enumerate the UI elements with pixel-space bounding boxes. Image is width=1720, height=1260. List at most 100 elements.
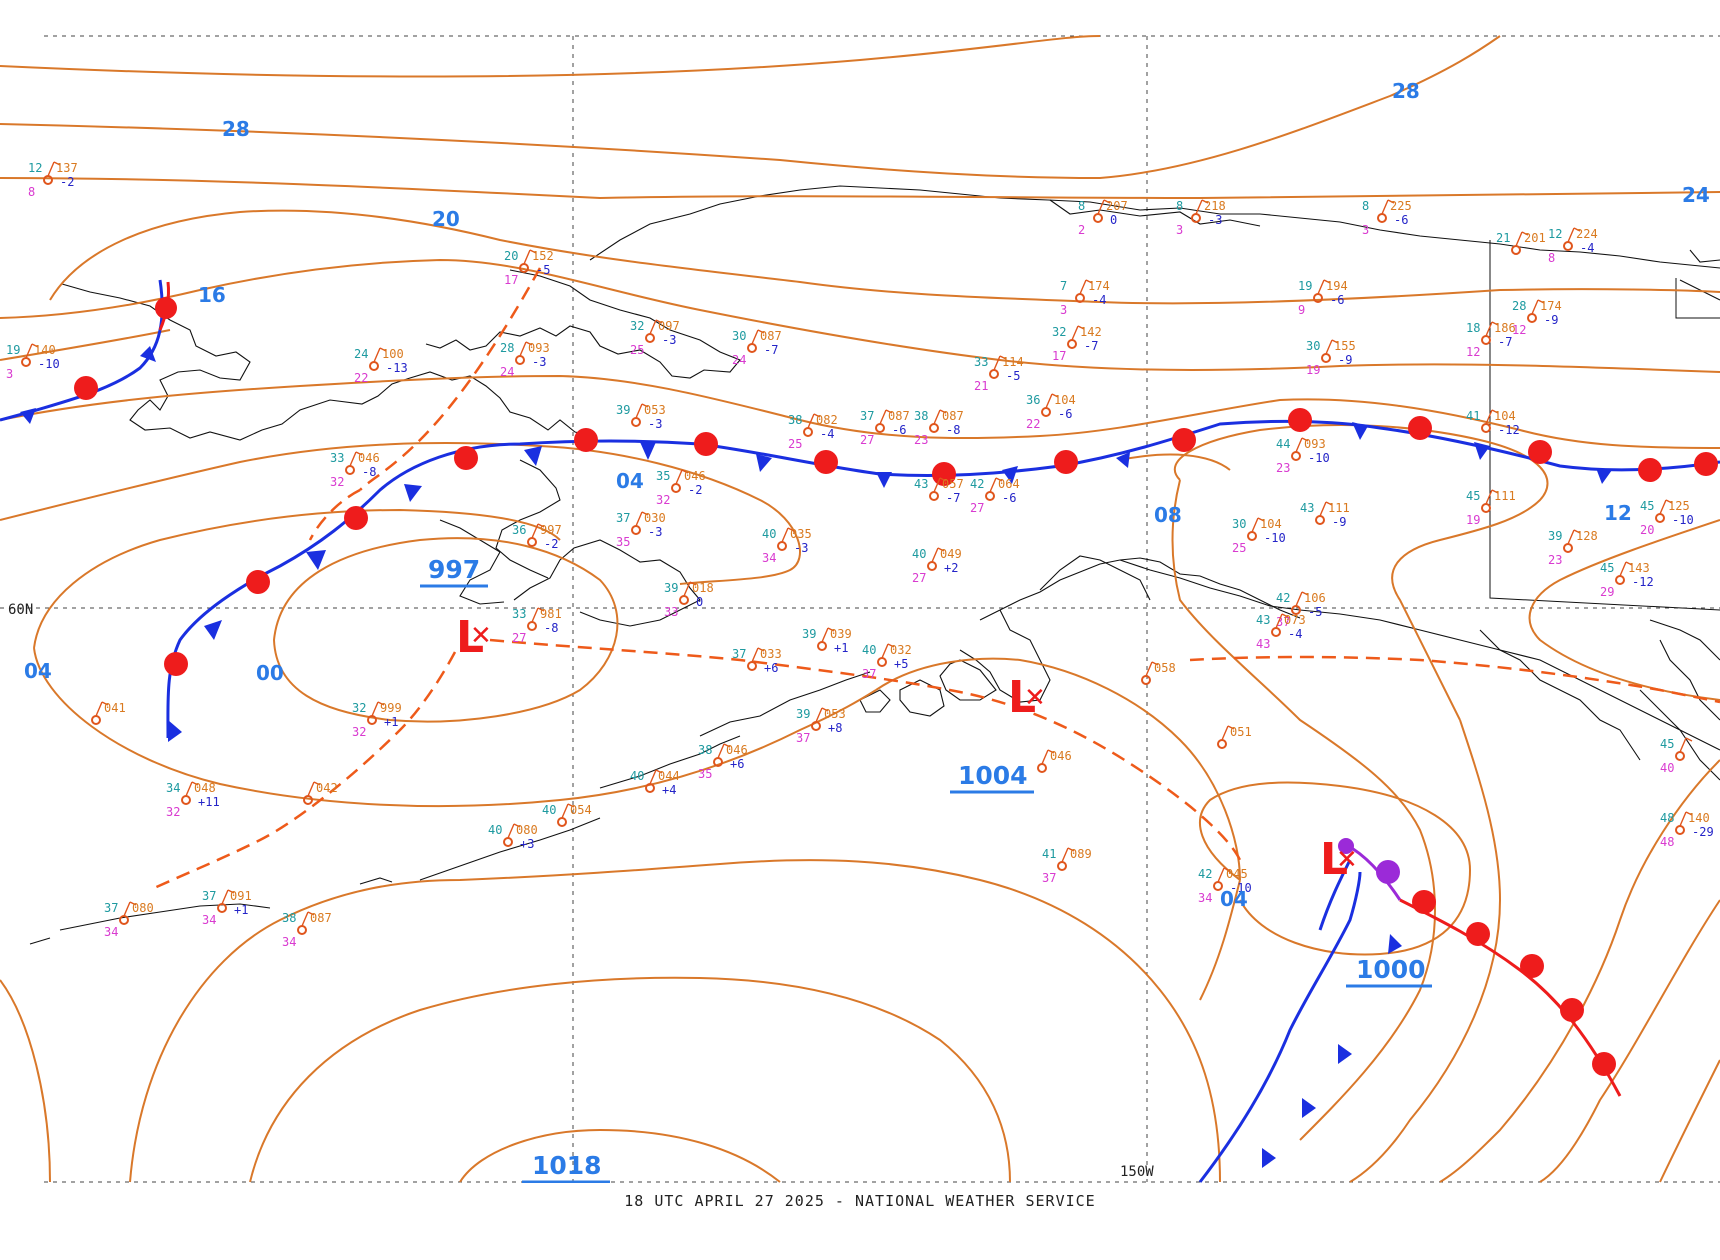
station-temp: 32	[630, 319, 644, 333]
station-dewpoint: 33	[664, 605, 678, 619]
station-temp: 39	[796, 707, 810, 721]
station-circle	[1615, 575, 1625, 585]
station-pressure: 053	[644, 403, 666, 417]
isobars	[0, 35, 1720, 1183]
station-pressure: 093	[528, 341, 550, 355]
station-pressure: 111	[1328, 501, 1350, 515]
wind-barb-flag	[885, 409, 893, 414]
station-temp: 41	[1466, 409, 1480, 423]
station-dewpoint: 43	[1256, 637, 1270, 651]
station-tendency: -5	[536, 263, 550, 277]
station-circle	[1067, 339, 1077, 349]
wind-barb	[1217, 867, 1225, 883]
station-plot: 36 22 104-6	[1026, 393, 1076, 431]
wind-barb-flag	[937, 547, 945, 552]
station-temp: 39	[1548, 529, 1562, 543]
station-tendency: -6	[892, 423, 906, 437]
wind-barb-flag	[689, 581, 697, 586]
wind-barb	[751, 329, 759, 345]
wind-barb	[635, 511, 643, 527]
station-plot: 38 34 087	[282, 911, 332, 949]
station-pressure: 224	[1576, 227, 1598, 241]
station-pressure: 140	[34, 343, 56, 357]
station-temp: 20	[504, 249, 518, 263]
station-tendency: -4	[1580, 241, 1594, 255]
station-temp: 42	[970, 477, 984, 491]
station-circle	[1563, 241, 1573, 251]
station-temp: 21	[1496, 231, 1510, 245]
station-dewpoint: 21	[974, 379, 988, 393]
isobar-label: 20	[432, 207, 460, 231]
wind-barb-flag	[821, 707, 829, 712]
wind-barb-flag	[813, 413, 821, 418]
station-circle	[747, 661, 757, 671]
station-pressure: 048	[194, 781, 216, 795]
station-temp: 38	[788, 413, 802, 427]
low-center-x: ✕	[470, 621, 492, 651]
station-plot: 39 039+1	[802, 627, 852, 655]
wind-barb	[221, 889, 229, 905]
wind-barb-flag	[1281, 613, 1289, 618]
station-temp: 33	[330, 451, 344, 465]
wind-barb-flag	[939, 477, 947, 482]
low-pressure-value: 1000	[1356, 955, 1426, 984]
station-tendency: -7	[946, 491, 960, 505]
station-plot: 40 27 049+2	[912, 547, 962, 585]
station-circle	[303, 795, 313, 805]
station-plot: 37 27 087-6	[860, 409, 910, 447]
wind-barb-flag	[757, 647, 765, 652]
station-pressure: 174	[1088, 279, 1110, 293]
station-plot: 42 27 064-6	[970, 477, 1020, 515]
wind-barb-flag	[191, 781, 199, 786]
wind-barb	[1531, 299, 1539, 315]
lat-label-60n: 60N	[8, 602, 33, 618]
station-temp: 39	[664, 581, 678, 595]
station-plot: 45 20 125-10	[1640, 499, 1694, 537]
station-pressure: 035	[790, 527, 812, 541]
station-tendency: -10	[1230, 881, 1252, 895]
station-dewpoint: 35	[616, 535, 630, 549]
wind-barb	[25, 343, 33, 359]
station-circle	[1093, 213, 1103, 223]
wind-barb	[815, 707, 823, 723]
borders	[1489, 240, 1720, 611]
station-pressure: 054	[570, 803, 592, 817]
station-tendency: -9	[1544, 313, 1558, 327]
station-circle	[527, 621, 537, 631]
wind-barb	[95, 701, 103, 717]
station-pressure: 128	[1576, 529, 1598, 543]
wind-barb	[675, 469, 683, 485]
station-plot: 8 3 225-6	[1362, 199, 1412, 237]
station-dewpoint: 32	[166, 805, 180, 819]
lon-label-150w: 150W	[1120, 1164, 1154, 1180]
station-temp: 18	[1466, 321, 1480, 335]
isobar-label: 24	[1682, 183, 1710, 207]
station-tendency: -5	[1006, 369, 1020, 383]
wind-barb-flag	[1047, 749, 1055, 754]
station-dewpoint: 35	[698, 767, 712, 781]
wind-barb-flag	[313, 781, 321, 786]
wind-barb-flag	[1685, 811, 1693, 816]
wind-barb	[717, 743, 725, 759]
station-pressure: 155	[1334, 339, 1356, 353]
station-tendency: +6	[764, 661, 778, 675]
station-pressure: 104	[1494, 409, 1516, 423]
station-circle	[1321, 353, 1331, 363]
station-temp: 40	[762, 527, 776, 541]
wind-barb-flag	[787, 527, 795, 532]
station-pressure: 064	[998, 477, 1020, 491]
station-dewpoint: 27	[512, 631, 526, 645]
station-temp: 32	[1052, 325, 1066, 339]
wind-barb-flag	[1491, 321, 1499, 326]
station-tendency: -10	[1672, 513, 1694, 527]
wind-barb	[1275, 613, 1283, 629]
station-plot: 37 033+6	[732, 647, 782, 675]
station-temp: 12	[28, 161, 42, 175]
wind-barb-flag	[1331, 339, 1339, 344]
wind-barb	[1295, 591, 1303, 607]
station-temp: 44	[1276, 437, 1290, 451]
station-tendency: -29	[1692, 825, 1714, 839]
station-dewpoint: 3	[1060, 303, 1067, 317]
station-tendency: +1	[234, 903, 248, 917]
wind-barb	[683, 581, 691, 597]
